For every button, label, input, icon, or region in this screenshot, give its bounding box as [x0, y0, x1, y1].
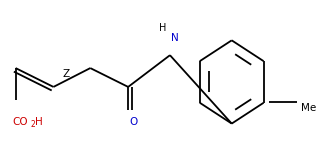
Text: N: N [171, 33, 179, 43]
Text: Me: Me [301, 103, 317, 113]
Text: CO: CO [13, 117, 28, 127]
Text: H: H [159, 23, 167, 33]
Text: 2: 2 [31, 120, 35, 129]
Text: Z: Z [63, 69, 70, 79]
Text: H: H [34, 117, 42, 127]
Text: O: O [129, 117, 137, 127]
